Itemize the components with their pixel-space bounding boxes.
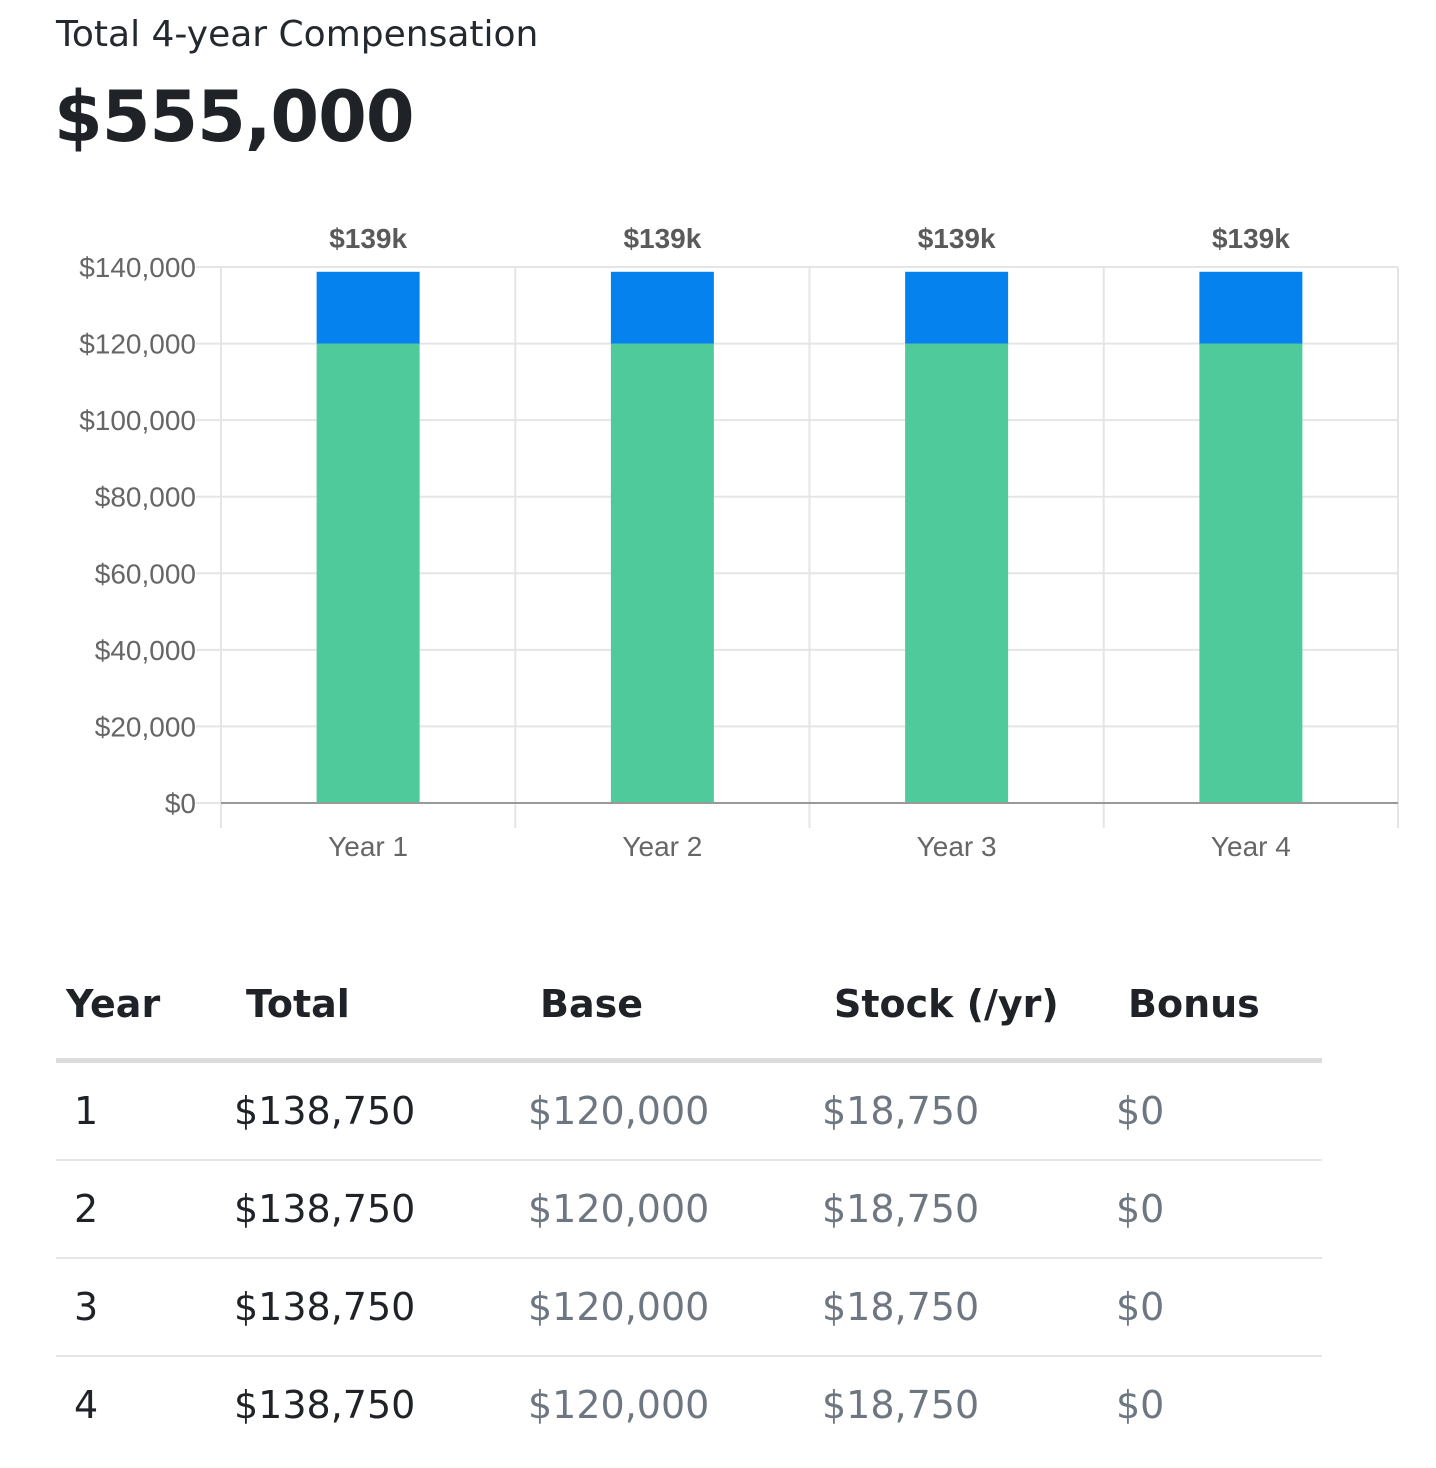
bar-stock [316, 271, 420, 344]
header-base: Base [528, 950, 822, 1063]
cell-base: $120,000 [528, 1258, 822, 1357]
cell-year: 3 [56, 1258, 234, 1357]
table-row: 3 $138,750 $120,000 $18,750 $0 [56, 1258, 1322, 1357]
cell-bonus: $0 [1116, 1383, 1165, 1427]
bar-total-label: $139k [918, 223, 996, 254]
cell-total: $138,750 [234, 1383, 416, 1427]
y-tick-label: $140,000 [79, 252, 196, 283]
cell-stock: $18,750 [822, 1060, 1116, 1161]
y-tick-label: $60,000 [95, 558, 196, 589]
bar-stock [1199, 271, 1303, 344]
cell-bonus: $0 [1116, 1258, 1322, 1357]
compensation-table: Year Total Base Stock (/yr) Bonus 1 $138… [56, 950, 1322, 1453]
y-tick-label: $0 [165, 788, 196, 819]
y-tick-label: $40,000 [95, 635, 196, 666]
x-tick-label: Year 2 [622, 831, 702, 862]
bar-base [905, 343, 1009, 803]
bar-total-label: $139k [1212, 223, 1290, 254]
header-year: Year [56, 950, 234, 1063]
bar-total-label: $139k [329, 223, 407, 254]
header-stock: Stock (/yr) [822, 950, 1116, 1063]
compensation-total: $555,000 [54, 76, 415, 158]
table-header-row: Year Total Base Stock (/yr) Bonus [56, 950, 1322, 1063]
bar-base [1199, 343, 1303, 803]
bar-base [316, 343, 420, 803]
cell-stock: $18,750 [822, 1383, 980, 1427]
table-row: 4 $138,750 $120,000 $18,750 $0 [56, 1356, 1322, 1453]
cell-stock: $18,750 [822, 1258, 1116, 1357]
cell-base: $120,000 [528, 1383, 710, 1427]
table-row: 1 $138,750 $120,000 $18,750 $0 [56, 1060, 1322, 1161]
y-tick-label: $80,000 [95, 482, 196, 513]
header-bonus: Bonus [1116, 950, 1322, 1063]
bar-stock [610, 271, 714, 344]
cell-year: 4 [74, 1383, 99, 1427]
bar-stock [905, 271, 1009, 344]
cell-bonus: $0 [1116, 1060, 1322, 1161]
x-tick-label: Year 3 [917, 831, 997, 862]
header-total: Total [234, 950, 528, 1063]
y-tick-label: $100,000 [79, 405, 196, 436]
y-tick-label: $120,000 [79, 329, 196, 360]
cell-base: $120,000 [528, 1160, 822, 1259]
cell-total: $138,750 [234, 1160, 528, 1259]
x-tick-label: Year 4 [1211, 831, 1291, 862]
y-tick-label: $20,000 [95, 711, 196, 742]
cell-bonus: $0 [1116, 1160, 1322, 1259]
table-row: 2 $138,750 $120,000 $18,750 $0 [56, 1160, 1322, 1259]
cell-stock: $18,750 [822, 1160, 1116, 1259]
cell-total: $138,750 [234, 1060, 528, 1161]
cell-year: 2 [56, 1160, 234, 1259]
compensation-label: Total 4-year Compensation [56, 14, 539, 55]
x-tick-label: Year 1 [328, 831, 408, 862]
cell-total: $138,750 [234, 1258, 528, 1357]
cell-year: 1 [56, 1060, 234, 1161]
compensation-chart: $0 $20,000 $40,000 $60,000 $80,000 $100,000 $1… [79, 223, 1399, 862]
cell-base: $120,000 [528, 1060, 822, 1161]
bar-base [610, 343, 714, 803]
bar-total-label: $139k [623, 223, 701, 254]
